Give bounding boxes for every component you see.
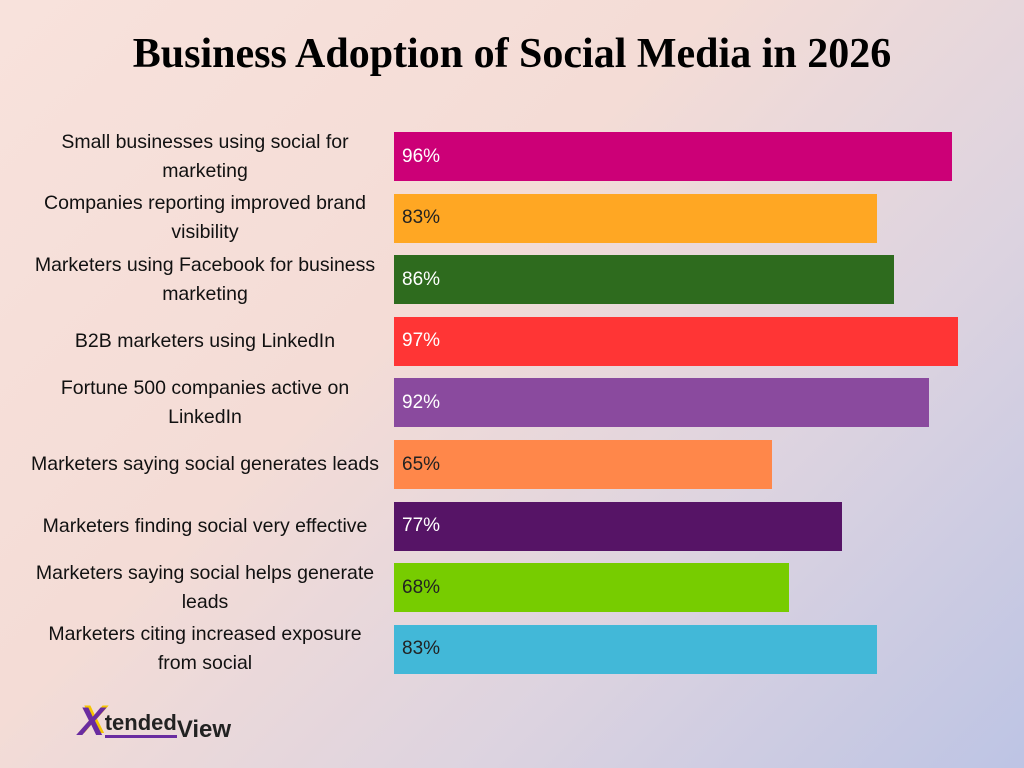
- bar: [394, 563, 790, 613]
- bar: [394, 440, 772, 489]
- value-label: 83%: [402, 207, 441, 229]
- value-label: 97%: [402, 330, 441, 352]
- logo-text: View: [176, 716, 232, 743]
- category-label: Marketers saying social generates leads: [31, 453, 379, 475]
- logo: X tended View: [78, 702, 231, 742]
- category-label: Marketers using Facebook for business ma…: [34, 253, 376, 305]
- category-label: Marketers finding social very effective: [42, 514, 368, 537]
- category-label: Marketers citing increased exposure from…: [48, 623, 362, 675]
- category-label: Fortune 500 companies active on LinkedIn: [60, 376, 350, 428]
- value-label: 86%: [402, 268, 441, 290]
- logo-mark: X: [78, 700, 105, 744]
- bar: [394, 255, 895, 305]
- value-label: 92%: [402, 391, 441, 413]
- bar: [394, 132, 953, 181]
- category-label: B2B marketers using LinkedIn: [74, 329, 336, 352]
- bar: [394, 316, 959, 366]
- value-label: 83%: [402, 638, 441, 660]
- chart-title: Business Adoption of Social Media in 202…: [132, 31, 892, 77]
- category-label: Small businesses using social for market…: [61, 130, 349, 182]
- bar: [394, 501, 842, 551]
- bar: [394, 624, 877, 674]
- value-label: 65%: [402, 453, 441, 475]
- bar: [394, 378, 929, 428]
- value-label: 68%: [402, 576, 441, 598]
- bar: [394, 193, 877, 243]
- category-label: Marketers saying social helps generate l…: [35, 561, 375, 613]
- logo-text: tended: [104, 711, 177, 738]
- value-label: 96%: [402, 145, 441, 167]
- value-label: 77%: [402, 515, 441, 537]
- category-label: Companies reporting improved brand visib…: [44, 192, 366, 244]
